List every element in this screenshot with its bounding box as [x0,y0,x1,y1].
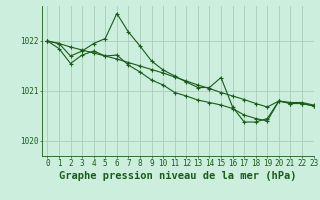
X-axis label: Graphe pression niveau de la mer (hPa): Graphe pression niveau de la mer (hPa) [59,171,296,181]
